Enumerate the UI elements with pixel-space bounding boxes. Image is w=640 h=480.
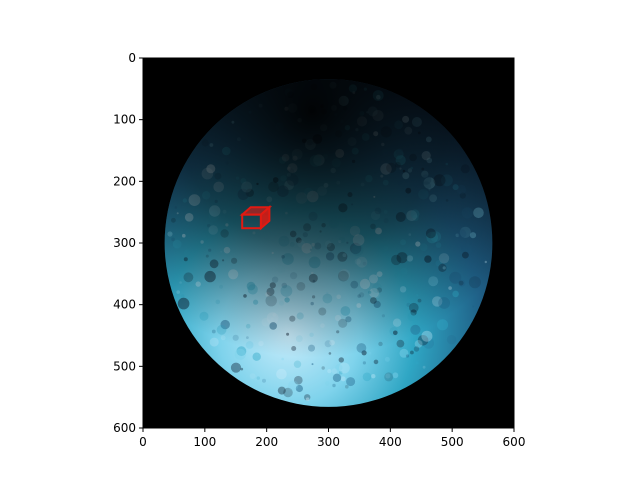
y-tick-label: 100 (113, 113, 136, 127)
y-tick-label: 400 (113, 298, 136, 312)
y-tick-label: 500 (113, 359, 136, 373)
x-tick-label: 600 (503, 435, 526, 449)
red-marker (239, 205, 273, 231)
x-tick-label: 400 (379, 435, 402, 449)
x-tick-label: 100 (193, 435, 216, 449)
marker-side-face (259, 205, 271, 231)
x-tick-label: 300 (317, 435, 340, 449)
planet-shadow (164, 79, 493, 407)
y-tick-label: 0 (128, 51, 136, 65)
x-tick-label: 0 (139, 435, 147, 449)
x-tick-label: 500 (441, 435, 464, 449)
y-tick-label: 200 (113, 174, 136, 188)
x-axis: 0 100 200 300 400 500 600 (139, 428, 525, 449)
y-axis: 0 100 200 300 400 500 600 (113, 51, 143, 435)
x-tick-label: 200 (255, 435, 278, 449)
y-tick-label: 300 (113, 236, 136, 250)
y-tick-label: 600 (113, 421, 136, 435)
plot-area (143, 58, 514, 428)
